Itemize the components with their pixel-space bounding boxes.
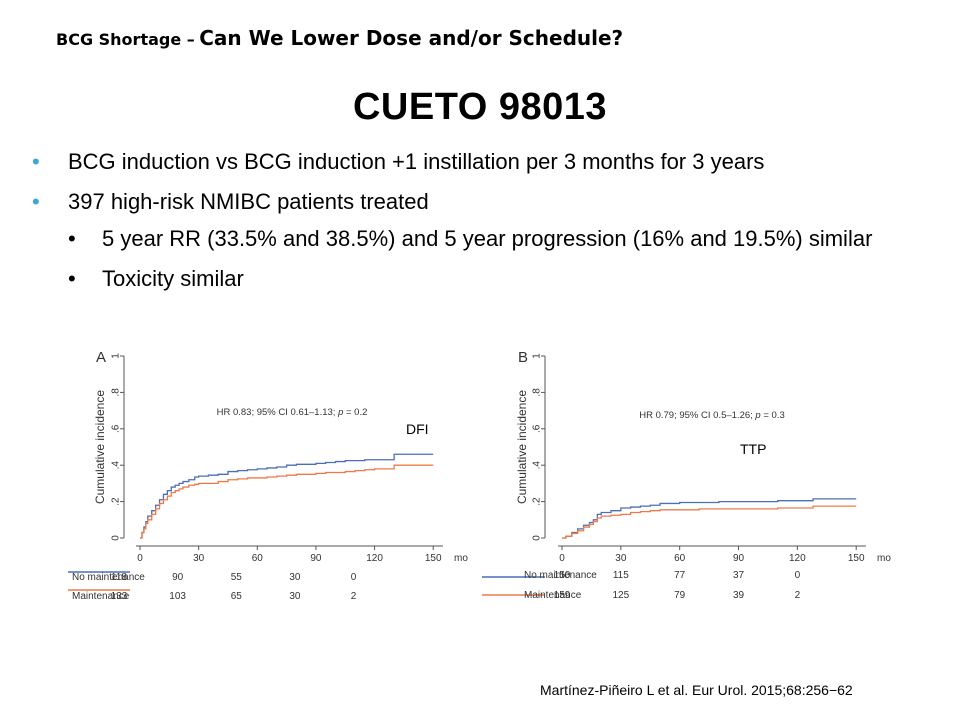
at-risk-value: 2 xyxy=(351,591,357,602)
sub-bullet-item: 5 year RR (33.5% and 38.5%) and 5 year p… xyxy=(68,225,932,252)
bullet-item: BCG induction vs BCG induction +1 instil… xyxy=(32,148,932,175)
x-tick-label: 150 xyxy=(425,553,442,564)
at-risk-value: 125 xyxy=(612,590,629,601)
sub-bullet-item: Toxicity similar xyxy=(68,265,932,292)
at-risk-value: 77 xyxy=(674,570,686,581)
at-risk-value: 39 xyxy=(733,590,745,601)
y-tick-label: .2 xyxy=(532,497,543,506)
x-unit-label: mo xyxy=(454,553,468,564)
at-risk-value: 2 xyxy=(795,590,801,601)
x-tick-label: 150 xyxy=(848,553,865,564)
y-tick-label: 0 xyxy=(532,535,543,541)
at-risk-value: 133 xyxy=(111,591,128,602)
citation: Martínez-Piñeiro L et al. Eur Urol. 2015… xyxy=(540,682,853,698)
x-tick-label: 60 xyxy=(252,553,264,564)
y-axis-label: Cumulative incidence xyxy=(515,390,529,504)
y-tick-label: 1 xyxy=(532,353,543,359)
legend-entry: No maintenance xyxy=(72,572,145,583)
y-tick-label: .6 xyxy=(532,424,543,433)
legend-entry: No maintenance xyxy=(524,570,597,581)
y-tick-label: .4 xyxy=(532,461,543,470)
x-tick-label: 60 xyxy=(674,553,686,564)
sub-bullet-text: Toxicity similar xyxy=(102,266,244,291)
y-tick-label: .6 xyxy=(111,424,122,433)
at-risk-value: 55 xyxy=(231,572,243,583)
y-tick-label: .4 xyxy=(111,461,122,470)
at-risk-value: 0 xyxy=(351,572,357,583)
at-risk-value: 79 xyxy=(674,590,686,601)
topic-main: Can We Lower Dose and/or Schedule? xyxy=(199,26,624,50)
y-tick-label: .8 xyxy=(532,388,543,397)
series-line-maintenance xyxy=(140,464,434,539)
x-tick-label: 120 xyxy=(366,553,383,564)
x-unit-label: mo xyxy=(877,553,891,564)
panel-letter: A xyxy=(96,349,106,366)
x-tick-label: 0 xyxy=(137,553,143,564)
at-risk-value: 30 xyxy=(289,572,301,583)
sub-bullet-list: 5 year RR (33.5% and 38.5%) and 5 year p… xyxy=(68,225,932,292)
x-tick-label: 120 xyxy=(789,553,806,564)
at-risk-value: 0 xyxy=(795,570,801,581)
at-risk-value: 115 xyxy=(613,570,629,581)
x-tick-label: 30 xyxy=(193,553,205,564)
chart-panel-a: A 0 .2 .4 .6 .8 1 Cumulative incidence 0 30 60 90 12… xyxy=(68,349,468,602)
series-line-no-maintenance xyxy=(562,498,857,539)
hr-annotation: HR 0.83; 95% CI 0.61–1.13; p = 0.2 xyxy=(217,407,368,418)
at-risk-value: 90 xyxy=(172,572,184,583)
x-tick-label: 30 xyxy=(615,553,627,564)
at-risk-value: 118 xyxy=(111,572,127,583)
panel-letter: B xyxy=(518,349,528,366)
y-tick-label: 0 xyxy=(111,535,122,541)
x-tick-label: 90 xyxy=(733,553,745,564)
series-line-no-maintenance xyxy=(140,453,434,539)
at-risk-value: 150 xyxy=(554,570,571,581)
at-risk-value: 30 xyxy=(289,591,301,602)
y-axis-label: Cumulative incidence xyxy=(93,390,107,504)
topic-prefix: BCG Shortage – xyxy=(56,30,195,49)
sub-bullet-text: 5 year RR (33.5% and 38.5%) and 5 year p… xyxy=(102,226,873,251)
y-tick-label: .2 xyxy=(111,497,122,506)
panel-label: TTP xyxy=(740,441,766,457)
legend-entry: Maintenance xyxy=(524,590,582,601)
bullet-item: 397 high-risk NMIBC patients treated 5 y… xyxy=(32,188,932,292)
chart-panel-b: B 0 .2 .4 .6 .8 1 Cumulative incidence 0 30 60 90 12… xyxy=(482,349,891,601)
panel-label: DFI xyxy=(406,421,429,437)
x-tick-label: 90 xyxy=(310,553,322,564)
x-tick-label: 0 xyxy=(559,553,565,564)
bullet-text: 397 high-risk NMIBC patients treated xyxy=(68,189,429,214)
slide-title: CUETO 98013 xyxy=(352,86,608,128)
y-tick-label: .8 xyxy=(111,388,122,397)
bullet-text: BCG induction vs BCG induction +1 instil… xyxy=(68,149,765,174)
y-tick-label: 1 xyxy=(111,353,122,359)
hr-annotation: HR 0.79; 95% CI 0.5–1.26; p = 0.3 xyxy=(639,410,785,421)
legend-entry: Maintenance xyxy=(72,591,130,602)
at-risk-value: 103 xyxy=(169,591,186,602)
at-risk-value: 159 xyxy=(554,590,571,601)
bullet-list: BCG induction vs BCG induction +1 instil… xyxy=(32,148,932,305)
series-line-maintenance xyxy=(562,505,857,539)
topic-line: BCG Shortage – Can We Lower Dose and/or … xyxy=(56,26,623,50)
at-risk-value: 37 xyxy=(733,570,745,581)
at-risk-value: 65 xyxy=(231,591,243,602)
